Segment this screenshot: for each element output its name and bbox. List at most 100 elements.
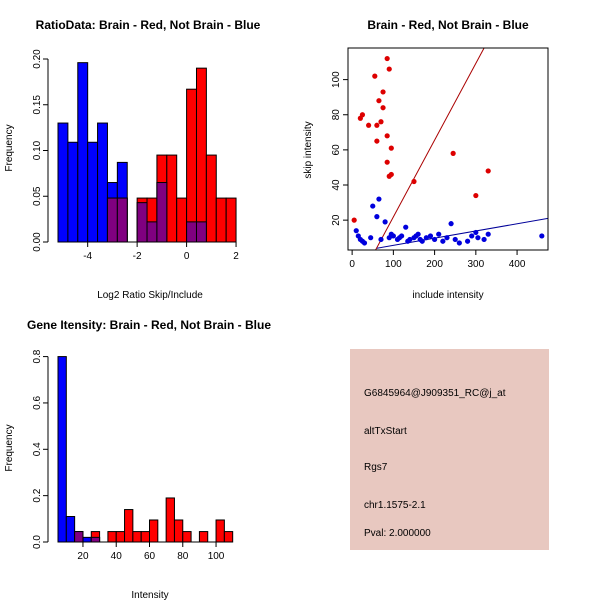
scatter-point-not-brain-32 — [452, 236, 458, 243]
scatter-point-not-brain-24 — [419, 238, 425, 244]
ratio-y-tick-label-1: 0.05 — [32, 186, 43, 206]
scatter-point-brain-13 — [384, 159, 390, 165]
ratio-bar-overlap-2 — [136, 202, 148, 243]
intensity-bar-brain-6 — [140, 531, 151, 543]
intensity-histogram-bars — [57, 356, 234, 543]
ratio-bar-brain-11 — [225, 197, 237, 243]
intensity-y-tick-label-0: 0.0 — [32, 535, 43, 549]
scatter-point-not-brain-39 — [485, 231, 491, 237]
scatter-frame — [347, 47, 549, 251]
scatter-point-not-brain-8 — [376, 196, 382, 202]
ratio-bar-not-brain-0 — [57, 122, 69, 243]
ratio-histogram-panel: RatioData: Brain - Red, Not Brain - Blue… — [4, 18, 261, 301]
intensity-histogram-title: Gene Itensity: Brain - Red, Not Brain - … — [27, 318, 271, 332]
intensity-bar-not-brain-1 — [65, 516, 76, 543]
info-panel-background — [350, 349, 549, 550]
intensity-histogram-ylabel: Frequency — [4, 424, 15, 471]
scatter-point-brain-19 — [450, 150, 456, 156]
intensity-x-tick-label-0: 20 — [77, 551, 89, 562]
ratio-x-tick-label-3: 2 — [233, 251, 239, 262]
ratio-bar-brain-8 — [195, 67, 207, 243]
scatter-point-brain-2 — [359, 112, 366, 118]
scatter-point-not-brain-10 — [382, 219, 388, 225]
scatter-point-not-brain-33 — [456, 240, 462, 246]
scatter-point-not-brain-19 — [407, 236, 413, 243]
ratio-bar-not-brain-1 — [67, 141, 79, 243]
info-panel: G6845964@J909351_RC@j_at altTxStart Rgs7… — [350, 349, 549, 550]
scatter-content — [351, 48, 548, 250]
info-gene: Rgs7 — [364, 462, 388, 473]
ratio-bar-not-brain-4 — [97, 122, 108, 243]
scatter-point-brain-6 — [374, 138, 380, 144]
scatter-point-brain-5 — [374, 122, 380, 128]
intensity-bar-brain-7 — [149, 519, 159, 543]
scatter-point-brain-12 — [384, 133, 390, 139]
scatter-y-tick-label-4: 100 — [331, 71, 342, 88]
intensity-x-tick-label-2: 60 — [144, 551, 156, 562]
ratio-x-tick-label-0: -4 — [83, 251, 92, 262]
intensity-bar-brain-9 — [173, 519, 184, 543]
ratio-x-tick-label-2: 0 — [184, 251, 190, 262]
intensity-x-tick-label-4: 100 — [208, 551, 225, 562]
scatter-y-tick-label-3: 80 — [331, 109, 342, 121]
ratio-histogram-axes: -4 -2 0 2 0.00 0.05 0.10 0.15 0.20 — [32, 49, 239, 262]
scatter-point-brain-15 — [388, 145, 394, 151]
scatter-point-not-brain-9 — [378, 236, 384, 243]
scatter-point-not-brain-17 — [403, 224, 409, 230]
intensity-bar-brain-11 — [198, 531, 209, 543]
ratio-bar-brain-9 — [205, 154, 217, 243]
ratio-bar-brain-5 — [166, 154, 178, 243]
scatter-point-not-brain-22 — [415, 231, 421, 237]
ratio-y-tick-label-2: 0.10 — [32, 140, 43, 160]
intensity-bar-brain-10 — [182, 531, 192, 543]
ratio-bar-brain-10 — [215, 197, 227, 243]
scatter-point-not-brain-37 — [475, 235, 481, 241]
ratio-x-tick-label-1: -2 — [133, 251, 142, 262]
ratio-bar-overlap-1 — [116, 197, 128, 243]
scatter-point-brain-0 — [351, 217, 357, 223]
intensity-bar-brain-5 — [132, 531, 142, 543]
intensity-bar-overlap-0 — [74, 531, 84, 543]
intensity-y-tick-label-1: 0.2 — [32, 488, 43, 502]
intensity-bar-not-brain-0 — [57, 356, 67, 543]
ratio-y-tick-label-3: 0.15 — [32, 95, 43, 115]
scatter-fit-line-brain-fit — [375, 48, 485, 250]
scatter-y-tick-label-1: 40 — [331, 179, 342, 191]
scatter-point-brain-10 — [380, 105, 386, 111]
scatter-point-brain-17 — [386, 173, 392, 179]
info-location: chr1.1575-2.1 — [364, 500, 426, 511]
scatter-point-not-brain-25 — [423, 235, 429, 241]
info-probe-id: G6845964@J909351_RC@j_at — [364, 388, 506, 399]
scatter-fit-line-not-brain-fit — [376, 217, 548, 249]
scatter-point-brain-21 — [485, 168, 491, 174]
ratio-histogram-title: RatioData: Brain - Red, Not Brain - Blue — [36, 18, 261, 32]
intensity-bar-brain-2 — [107, 531, 117, 543]
scatter-x-tick-label-3: 300 — [467, 259, 484, 270]
intensity-bar-brain-12 — [215, 519, 225, 543]
intensity-histogram-axes: 20 40 60 80 100 0.0 0.2 0.4 0.6 0.8 — [32, 349, 225, 562]
ratio-histogram-ylabel: Frequency — [4, 124, 15, 171]
scatter-x-tick-label-4: 400 — [509, 259, 526, 270]
scatter-point-brain-20 — [473, 192, 479, 199]
scatter-point-not-brain-35 — [469, 233, 475, 239]
scatter-x-tick-label-2: 200 — [426, 259, 443, 270]
intensity-x-tick-label-1: 40 — [111, 551, 123, 562]
ratio-bar-overlap-3 — [146, 221, 158, 243]
scatter-point-not-brain-29 — [440, 238, 446, 244]
scatter-point-not-brain-5 — [368, 235, 374, 241]
intensity-y-tick-label-4: 0.8 — [32, 349, 43, 363]
scatter-point-brain-11 — [384, 55, 390, 62]
scatter-point-brain-4 — [372, 73, 378, 79]
scatter-point-brain-8 — [378, 119, 384, 125]
scatter-point-not-brain-30 — [444, 235, 450, 241]
scatter-title: Brain - Red, Not Brain - Blue — [367, 18, 529, 32]
info-event-type: altTxStart — [364, 426, 407, 437]
scatter-point-not-brain-13 — [390, 233, 396, 239]
ratio-bar-overlap-4 — [156, 182, 168, 243]
scatter-point-not-brain-34 — [464, 238, 471, 244]
scatter-point-brain-14 — [386, 66, 392, 72]
intensity-bar-brain-3 — [115, 531, 126, 543]
scatter-point-not-brain-40 — [539, 233, 545, 239]
scatter-xlabel: include intensity — [412, 290, 483, 301]
scatter-point-not-brain-27 — [431, 236, 438, 243]
